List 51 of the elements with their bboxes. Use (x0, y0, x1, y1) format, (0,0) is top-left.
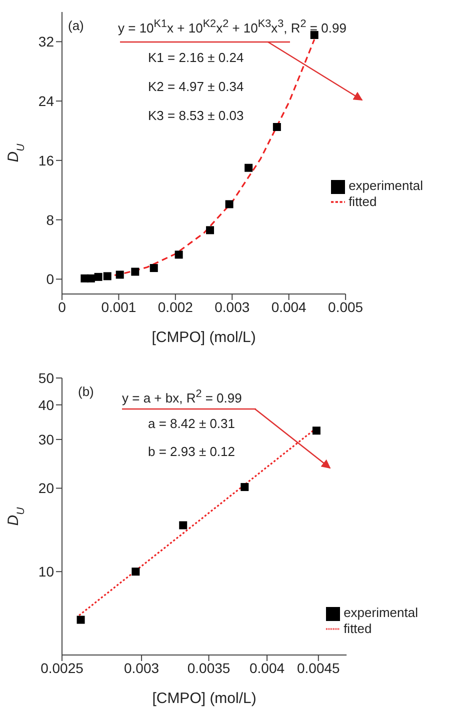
annotation: (b) (78, 384, 94, 399)
point (244, 164, 253, 172)
point (206, 226, 214, 234)
point (103, 272, 112, 280)
annotation: b = 2.93 ± 0.12 (148, 444, 236, 459)
point (116, 270, 124, 279)
x-tick-label: 0.0025 (40, 660, 84, 676)
y-tick-label: 20 (38, 480, 54, 496)
point (86, 274, 95, 282)
x-tick-label: 0 (58, 298, 66, 315)
y-tick-label: 0 (46, 271, 54, 288)
point (240, 483, 249, 492)
annotation: K1 = 2.16 ± 0.24 (148, 50, 244, 65)
x-axis-title: [CMPO] (mol/L) (152, 690, 256, 707)
legend-label: fitted (348, 194, 377, 209)
annotation: y = a + bx, R$^{2}$ = 0.99 (122, 388, 242, 406)
y-tick-label: 8 (46, 212, 54, 228)
annotation: K2 = 4.97 ± 0.34 (148, 79, 244, 94)
point (150, 264, 158, 272)
point (225, 200, 234, 208)
point (272, 123, 281, 132)
x-tick-label: 0.0045 (296, 660, 340, 676)
y-tick-label: 24 (38, 93, 54, 110)
annotation: (a) (68, 18, 84, 33)
x-tick-label: 0.001 (101, 298, 136, 315)
x-tick-label: 0.003 (214, 298, 250, 315)
y-tick-label: 32 (38, 34, 54, 50)
x-tick-label: 0.004 (271, 298, 307, 315)
y-tick-label: 30 (38, 431, 54, 448)
point (310, 31, 318, 40)
annotation: a = 8.42 ± 0.31 (148, 416, 236, 431)
x-tick-label: 0.0035 (187, 660, 230, 676)
y-tick-label: 10 (38, 564, 54, 580)
y-tick-label: 16 (38, 152, 54, 168)
x-tick-label: 0.002 (158, 298, 194, 315)
point (94, 272, 102, 281)
y-tick-label: 40 (38, 396, 54, 413)
point (131, 268, 140, 276)
annotation: K3 = 8.53 ± 0.03 (148, 108, 244, 123)
point (76, 616, 85, 624)
x-tick-label: 0.004 (250, 660, 285, 676)
y-tick-label: 50 (38, 370, 54, 386)
x-tick-label: 0.005 (328, 298, 364, 315)
x-axis-title: [CMPO] (mol/L) (152, 329, 256, 346)
x-tick-label: 0.003 (124, 660, 160, 676)
legend-label: experimental (344, 605, 418, 620)
point (174, 250, 183, 259)
text: y = 10$^{K1}$x + 10$^{K2}$x$^{2}$ + 10$^{K3}$x$^{3}$, R$^{2}$ = 0.99 (118, 18, 346, 36)
legend-label: experimental (348, 178, 423, 193)
point (132, 568, 140, 576)
legend-label: fitted (344, 620, 372, 636)
